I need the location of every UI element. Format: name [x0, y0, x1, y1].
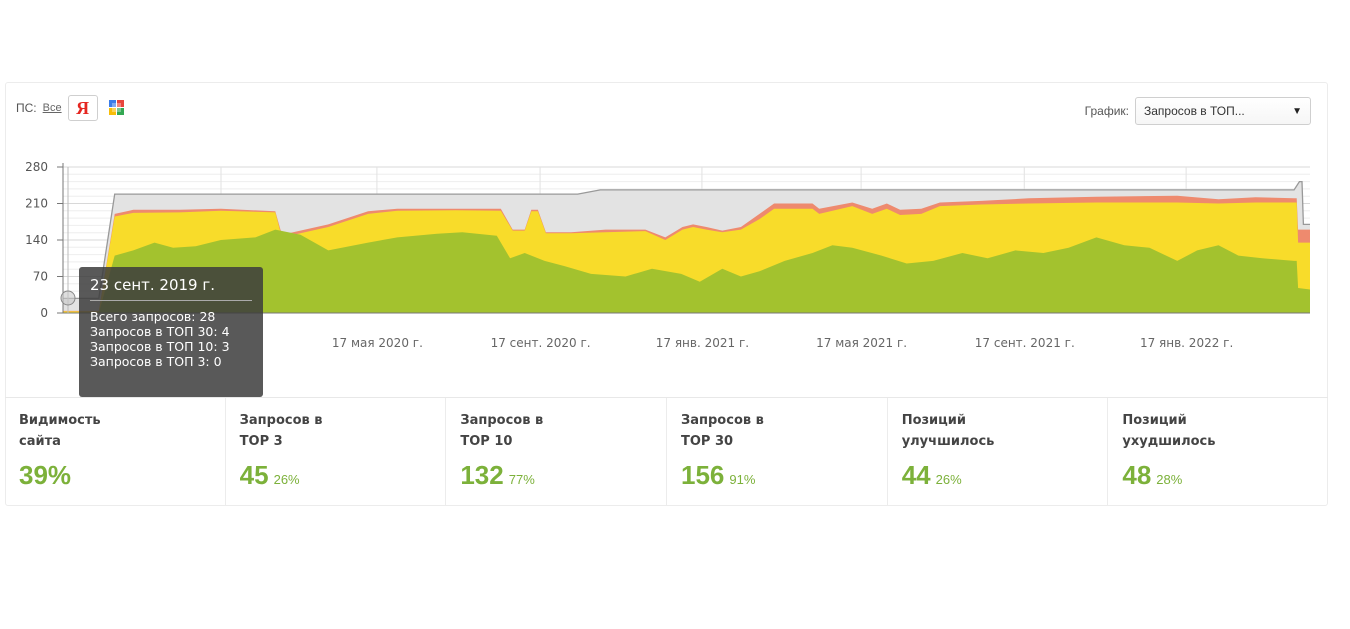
google-button[interactable]: [103, 95, 130, 121]
stat-percent: 91%: [729, 472, 756, 487]
stat-visibility: Видимость сайта 39%: [5, 398, 225, 506]
graph-select-value: Запросов в ТОП...: [1144, 104, 1245, 118]
y-tick-label: 140: [25, 233, 48, 247]
x-tick-label: 17 сент. 2020 г.: [491, 336, 591, 350]
yandex-button[interactable]: Я: [67, 95, 98, 121]
graph-label: График:: [1084, 104, 1129, 118]
stat-label: Позиций улучшилось: [901, 413, 995, 449]
stat-label: Запросов в TOP 10: [460, 413, 544, 449]
x-tick-label: 17 мая 2020 г.: [332, 336, 423, 350]
y-tick-label: 280: [25, 160, 48, 174]
stat-label: Видимость сайта: [19, 413, 101, 449]
yandex-icon: Я: [76, 97, 90, 118]
chart-tooltip: 23 сент. 2019 г. Всего запросов: 28 Запр…: [79, 267, 263, 397]
positions-chart: 0 70 140 210 280 17 мая 2020 г. 17 сент. 2020 …: [25, 160, 1310, 350]
stat-improved: Позиций улучшилось 44 26%: [886, 398, 1108, 506]
stat-percent: 26%: [935, 472, 962, 487]
stat-label: Позиций ухудшилось: [1122, 413, 1216, 449]
stat-worsened: Позиций ухудшилось 48 28%: [1107, 398, 1328, 506]
ps-label: ПС:: [16, 101, 37, 115]
stats-row: Видимость сайта 39% Запросов в TOP 3 45 26%…: [5, 397, 1328, 506]
stat-value: 48: [1122, 460, 1152, 490]
stat-top30: Запросов в TOP 30 156 91%: [666, 398, 887, 506]
stat-percent: 77%: [508, 472, 535, 487]
stat-value: 39%: [19, 460, 72, 490]
tooltip-top3: Запросов в ТОП 3: 0: [90, 354, 222, 369]
tooltip-date: 23 сент. 2019 г.: [90, 276, 252, 301]
stat-top10: Запросов в TOP 10 132 77%: [445, 398, 666, 506]
ps-all-link[interactable]: Все: [42, 102, 62, 114]
stat-value: 156: [681, 460, 725, 490]
line-total: [63, 180, 1310, 300]
x-tick-label: 17 сент. 2021 г.: [975, 336, 1075, 350]
graph-selector: График: Запросов в ТОП... ▼: [1085, 97, 1311, 125]
y-tick-label: 0: [40, 306, 48, 320]
graph-select[interactable]: Запросов в ТОП... ▼: [1135, 97, 1311, 125]
stat-value: 44: [901, 460, 931, 490]
tooltip-total: Всего запросов: 28: [90, 309, 216, 324]
stat-value: 45: [239, 460, 269, 490]
x-tick-label: 17 янв. 2021 г.: [656, 336, 749, 350]
area-top3: [63, 229, 1310, 313]
tooltip-top30: Запросов в ТОП 30: 4: [90, 324, 230, 339]
x-tick-label: 17 мая 2021 г.: [816, 336, 907, 350]
stat-label: Запросов в TOP 30: [681, 413, 764, 449]
y-tick-label: 70: [33, 270, 48, 284]
stat-percent: 28%: [1156, 472, 1183, 487]
google-icon: [108, 100, 124, 115]
chevron-down-icon: ▼: [1292, 105, 1302, 117]
stat-label: Запросов в TOP 3: [239, 413, 323, 449]
y-tick-label: 210: [25, 197, 48, 211]
stat-value: 132: [460, 460, 504, 490]
stat-top3: Запросов в TOP 3 45 26%: [224, 398, 446, 506]
hover-handle: [60, 290, 76, 306]
stat-percent: 26%: [273, 472, 300, 487]
x-tick-label: 17 янв. 2022 г.: [1140, 336, 1233, 350]
search-engine-filter: ПС: Все Я: [16, 95, 130, 121]
tooltip-top10: Запросов в ТОП 10: 3: [90, 339, 230, 354]
